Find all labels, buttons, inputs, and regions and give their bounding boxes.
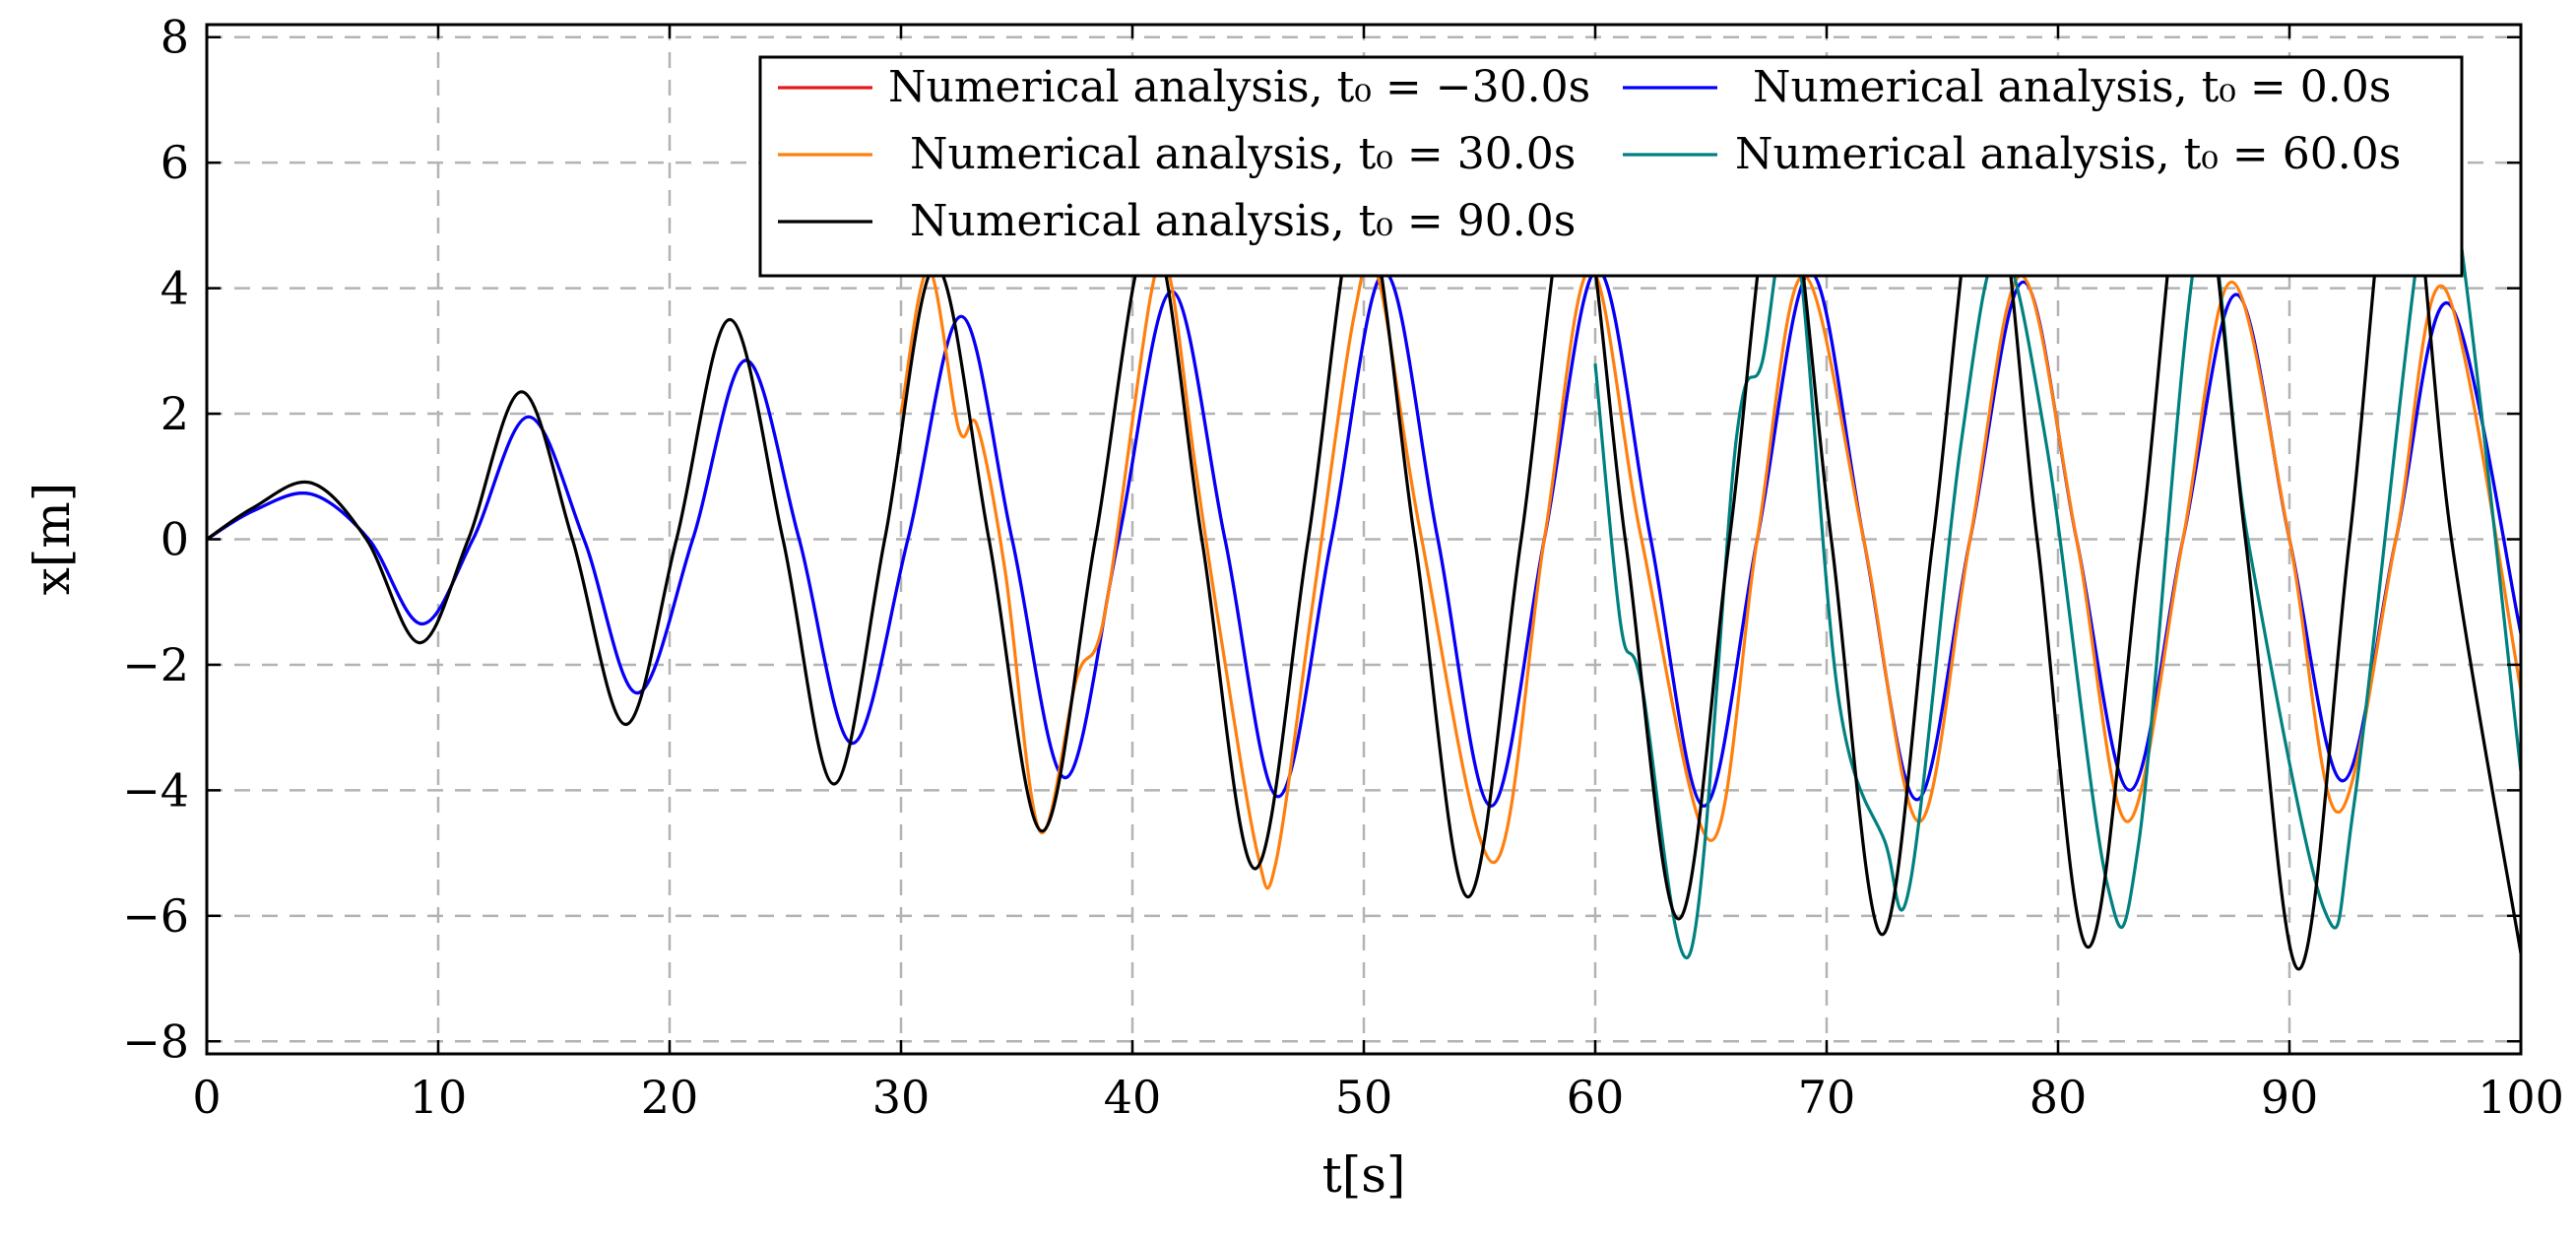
x-tick-label: 90 <box>2261 1071 2319 1124</box>
y-tick-label: −2 <box>122 638 189 691</box>
y-tick-label: 0 <box>161 513 189 566</box>
y-tick-label: 6 <box>161 136 189 189</box>
x-tick-label: 80 <box>2029 1071 2088 1124</box>
legend-label-2: Numerical analysis, t₀ = 30.0s <box>910 129 1576 179</box>
x-tick-label: 30 <box>872 1071 931 1124</box>
y-axis-title: x[m] <box>24 483 81 596</box>
legend-label-1: Numerical analysis, t₀ = 0.0s <box>1753 62 2391 112</box>
legend-label-3: Numerical analysis, t₀ = 60.0s <box>1735 129 2401 179</box>
y-tick-label: 8 <box>161 11 189 64</box>
series-line-1 <box>207 267 2521 808</box>
legend-box <box>758 55 2464 278</box>
x-tick-label: 10 <box>410 1071 468 1124</box>
y-tick-label: 2 <box>161 387 189 440</box>
legend: Numerical analysis, t₀ = −30.0s Numerical… <box>758 55 2464 278</box>
x-tick-label: 100 <box>2478 1071 2564 1124</box>
y-tick-label: −6 <box>122 889 189 943</box>
y-tick-label: −4 <box>122 763 189 817</box>
x-tick-label: 60 <box>1567 1071 1625 1124</box>
axis-ticks <box>205 25 2523 1054</box>
y-tick-label: −8 <box>122 1014 189 1068</box>
x-tick-label: 40 <box>1104 1071 1162 1124</box>
x-tick-label: 50 <box>1335 1071 1393 1124</box>
x-tick-label: 70 <box>1798 1071 1856 1124</box>
tick-labels: 0 10 20 30 40 50 60 70 80 90 100 −8 −6 −4 −2 0 2 4 6 8 <box>122 11 2564 1124</box>
x-tick-label: 0 <box>192 1071 221 1124</box>
y-tick-label: 4 <box>161 262 189 315</box>
x-axis-title: t[s] <box>1322 1146 1406 1204</box>
legend-label-4: Numerical analysis, t₀ = 90.0s <box>910 196 1576 246</box>
x-tick-label: 20 <box>641 1071 699 1124</box>
legend-label-0: Numerical analysis, t₀ = −30.0s <box>888 62 1590 112</box>
